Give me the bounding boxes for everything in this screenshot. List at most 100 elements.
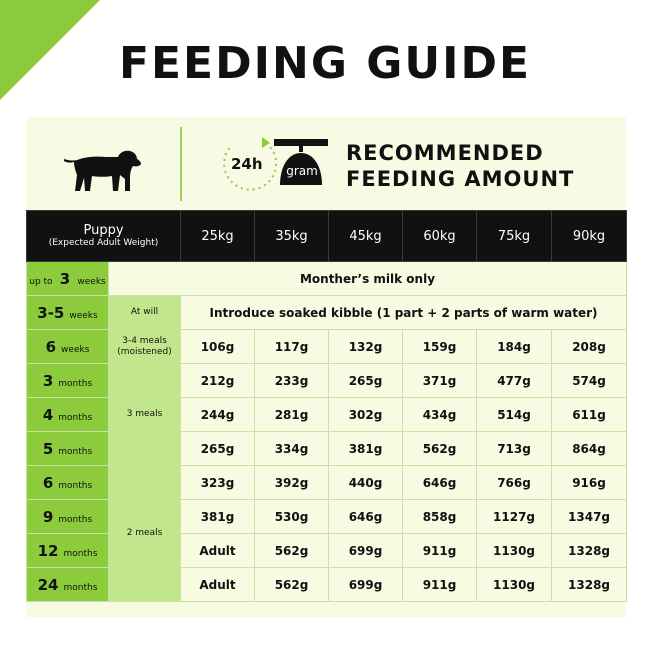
table-row: 4 months 244g 281g 302g 434g 514g 611g — [26, 397, 628, 432]
dog-icon — [64, 150, 141, 191]
age-cell: up to 3 weeks — [26, 261, 109, 296]
recommended-title-line1: RECOMMENDED — [346, 141, 544, 165]
page-title: FEEDING GUIDE — [118, 38, 532, 89]
weight-col-header: 90kg — [551, 210, 628, 262]
amount-cell: 1130g — [476, 567, 553, 602]
weight-col-header: 35kg — [254, 210, 330, 262]
age-unit: weeks — [69, 310, 98, 321]
weight-col-header: 60kg — [402, 210, 478, 262]
meal-cell: 3-4 meals (moistened) — [107, 329, 182, 364]
age-cell: 9 months — [26, 499, 109, 534]
amount-cell: 646g — [328, 499, 404, 534]
header-divider — [180, 127, 182, 201]
amount-cell: 477g — [476, 363, 553, 398]
amount-cell: Adult — [180, 567, 256, 602]
amount-cell: 132g — [328, 329, 404, 364]
age-number: 3 — [59, 269, 71, 288]
age-cell: 24 months — [26, 567, 109, 602]
age-unit: months — [63, 548, 98, 559]
table-row: 6 weeks 3-4 meals (moistened) 106g 117g 1… — [26, 329, 628, 364]
table-row: 12 months Adult 562g 699g 911g 1130g 1328… — [26, 533, 628, 568]
age-number: 24 — [37, 575, 59, 594]
amount-cell: 858g — [402, 499, 478, 534]
amount-cell: 265g — [180, 431, 256, 466]
age-cell: 3 months — [26, 363, 109, 398]
amount-cell: 212g — [180, 363, 256, 398]
clock-label: 24h — [231, 155, 263, 173]
age-unit: weeks — [61, 344, 90, 355]
amount-cell: 1328g — [551, 567, 628, 602]
table-row: 24 months Adult 562g 699g 911g 1130g 1328… — [26, 567, 628, 602]
weight-col-header: 75kg — [476, 210, 553, 262]
puppy-header-sub: (Expected Adult Weight) — [48, 238, 159, 249]
feeding-guide-panel: 24h gram RECOMMENDED FEEDING AMOUNT Pupp… — [25, 117, 628, 617]
age-unit: months — [58, 378, 93, 389]
amount-cell: 117g — [254, 329, 330, 364]
note-cell: Monther’s milk only — [107, 261, 628, 296]
amount-cell: 159g — [402, 329, 478, 364]
amount-cell: 381g — [328, 431, 404, 466]
amount-cell: 281g — [254, 397, 330, 432]
age-cell: 4 months — [26, 397, 109, 432]
meal-cell: At will — [107, 295, 182, 330]
clock-24h-icon — [223, 137, 278, 191]
amount-cell: 911g — [402, 567, 478, 602]
age-number: 12 — [37, 541, 59, 560]
age-number: 5 — [42, 439, 54, 458]
weight-col-header: 25kg — [180, 210, 256, 262]
amount-cell: 699g — [328, 533, 404, 568]
amount-cell: 864g — [551, 431, 628, 466]
age-number: 4 — [42, 405, 54, 424]
amount-cell: 911g — [402, 533, 478, 568]
amount-cell: 440g — [328, 465, 404, 500]
recommended-title-line2: FEEDING AMOUNT — [346, 167, 575, 191]
amount-cell: 334g — [254, 431, 330, 466]
age-unit: months — [63, 582, 98, 593]
meal-cell: 3 meals — [107, 363, 182, 466]
amount-cell: 611g — [551, 397, 628, 432]
amount-cell: 371g — [402, 363, 478, 398]
guide-header: 24h gram RECOMMENDED FEEDING AMOUNT — [26, 117, 626, 210]
table-row: 9 months 381g 530g 646g 858g 1127g 1347g — [26, 499, 628, 534]
amount-cell: 106g — [180, 329, 256, 364]
amount-cell: 646g — [402, 465, 478, 500]
amount-cell: 699g — [328, 567, 404, 602]
age-unit: weeks — [77, 276, 106, 287]
amount-cell: 562g — [254, 533, 330, 568]
amount-cell: 514g — [476, 397, 553, 432]
amount-cell: 530g — [254, 499, 330, 534]
age-cell: 5 months — [26, 431, 109, 466]
amount-cell: 244g — [180, 397, 256, 432]
age-cell: 12 months — [26, 533, 109, 568]
note-cell: Introduce soaked kibble (1 part + 2 part… — [180, 295, 628, 330]
amount-cell: 302g — [328, 397, 404, 432]
scale-label: gram — [286, 164, 318, 178]
age-unit: months — [58, 412, 93, 423]
table-row: up to 3 weeks Monther’s milk only — [26, 261, 628, 296]
table-row: 3 months 3 meals 212g 233g 265g 371g 477g… — [26, 363, 628, 466]
puppy-header-cell: Puppy (Expected Adult Weight) — [25, 210, 182, 262]
amount-cell: 1328g — [551, 533, 628, 568]
amount-cell: 1127g — [476, 499, 553, 534]
amount-cell: 184g — [476, 329, 553, 364]
scale-icon — [274, 139, 328, 185]
age-cell: 6 months — [26, 465, 109, 500]
amount-cell: Adult — [180, 533, 256, 568]
corner-accent — [0, 0, 100, 100]
age-unit: months — [58, 514, 93, 525]
amount-cell: 265g — [328, 363, 404, 398]
amount-cell: 713g — [476, 431, 553, 466]
amount-cell: 562g — [402, 431, 478, 466]
age-number: 3-5 — [37, 303, 65, 322]
meal-cell: 2 meals — [107, 465, 182, 602]
feeding-table: Puppy (Expected Adult Weight) 25kg 35kg … — [25, 210, 628, 602]
amount-cell: 323g — [180, 465, 256, 500]
age-number: 9 — [42, 507, 54, 526]
age-unit: months — [58, 480, 93, 491]
amount-cell: 1347g — [551, 499, 628, 534]
age-prefix: up to — [29, 276, 53, 287]
table-header-row: Puppy (Expected Adult Weight) 25kg 35kg … — [25, 210, 628, 262]
puppy-header-label: Puppy — [83, 222, 124, 238]
amount-cell: 574g — [551, 363, 628, 398]
age-number: 3 — [42, 371, 54, 390]
